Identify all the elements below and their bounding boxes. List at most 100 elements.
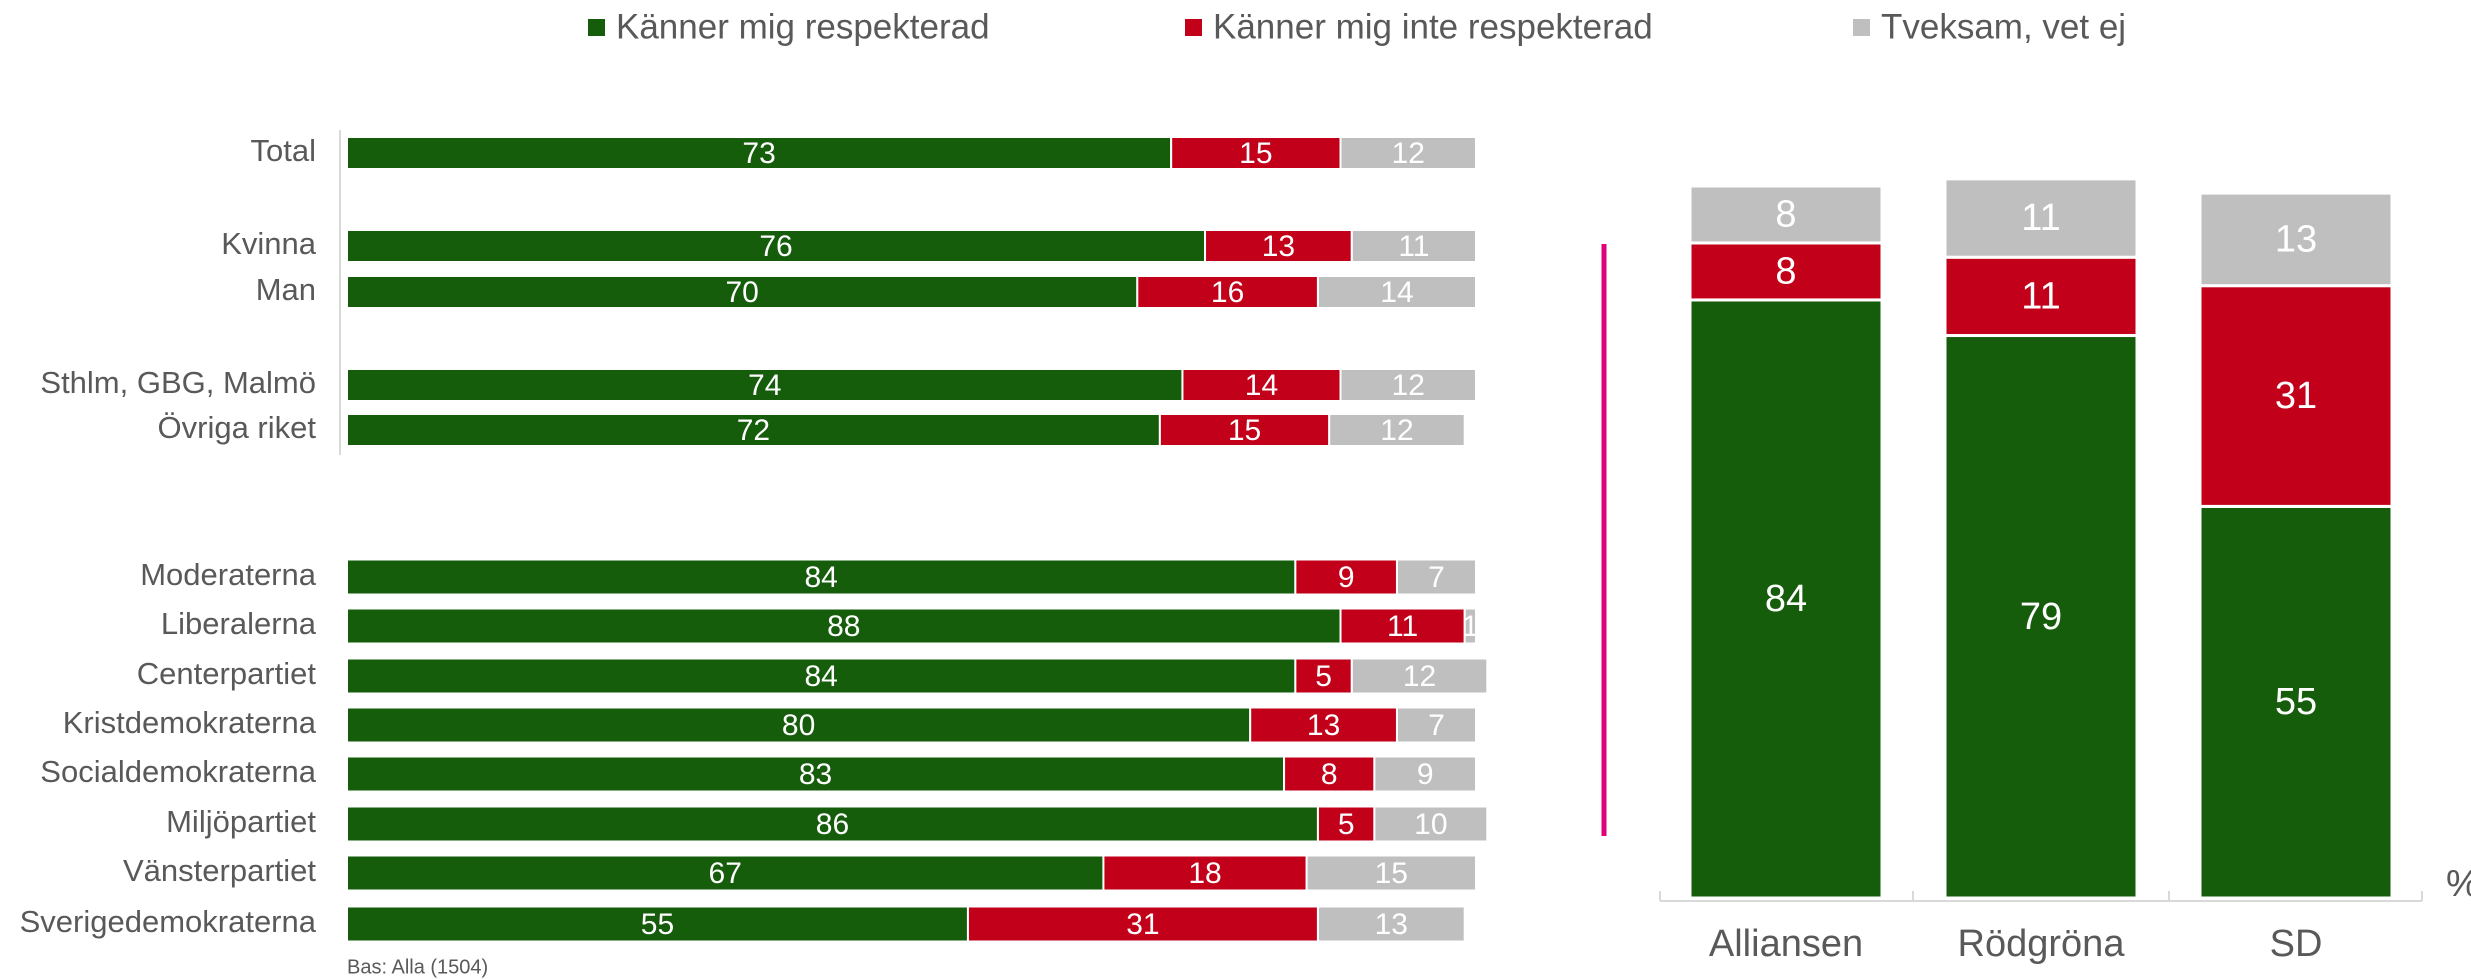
bar-segment: [2198, 504, 2394, 900]
value-label: 70: [725, 276, 758, 309]
value-label: 12: [1392, 137, 1425, 170]
legend-swatch: [1185, 19, 1202, 36]
value-label: 13: [2275, 218, 2317, 260]
value-label: 83: [799, 758, 832, 791]
value-label: 15: [1228, 414, 1261, 447]
bar-segment: [1158, 413, 1331, 447]
value-label: 8: [1775, 194, 1796, 236]
value-label: 12: [1392, 369, 1425, 402]
bar-segment: [1294, 558, 1398, 596]
value-label: 1: [1462, 610, 1479, 643]
legend-label: Känner mig inte respekterad: [1213, 7, 1653, 46]
value-label: 12: [1380, 414, 1413, 447]
category-label: Kristdemokraterna: [63, 705, 317, 740]
value-label: 11: [1398, 230, 1429, 263]
value-label: 79: [2020, 596, 2062, 638]
value-label: 15: [1239, 137, 1272, 170]
bar-segment: [1373, 755, 1478, 793]
value-label: 12: [1403, 660, 1436, 693]
category-label: Liberalerna: [161, 606, 317, 641]
category-label: Socialdemokraterna: [40, 754, 316, 789]
value-label: 55: [641, 908, 674, 941]
value-label: 11: [1387, 610, 1418, 643]
value-label: 15: [1375, 857, 1408, 890]
value-label: 18: [1188, 857, 1221, 890]
value-label: 55: [2275, 681, 2317, 723]
value-label: 84: [804, 561, 837, 594]
bar-segment: [1350, 657, 1489, 695]
legend-label: Tveksam, vet ej: [1881, 7, 2126, 46]
category-label: Kvinna: [221, 226, 317, 261]
bar-segment: [1316, 275, 1477, 309]
value-label: 8: [1775, 250, 1796, 292]
bar-segment: [1688, 184, 1884, 245]
x-tick-label: SD: [2270, 923, 2323, 965]
value-label: 76: [759, 230, 792, 263]
category-label: Total: [251, 133, 316, 168]
category-label: Moderaterna: [140, 557, 317, 592]
bar-segment: [1688, 241, 1884, 302]
value-label: 16: [1211, 276, 1244, 309]
category-label: Miljöpartiet: [166, 804, 316, 839]
bar-segment: [1316, 905, 1466, 943]
value-label: 11: [2021, 197, 2060, 239]
y-axis-label: %: [2446, 863, 2471, 905]
legend-swatch: [588, 19, 605, 36]
bar-segment: [346, 854, 1105, 892]
value-label: 9: [1338, 561, 1355, 594]
bar-segment: [1463, 607, 1477, 645]
bar-segment: [1328, 413, 1466, 447]
bar-segment: [1339, 136, 1478, 170]
bar-segment: [1688, 298, 1884, 900]
bar-segment: [346, 558, 1297, 596]
value-label: 13: [1375, 908, 1408, 941]
value-label: 10: [1414, 808, 1447, 841]
category-label: Övriga riket: [158, 410, 317, 445]
value-label: 84: [1765, 578, 1807, 620]
bar-segment: [1102, 854, 1308, 892]
bar-segment: [1305, 854, 1478, 892]
value-label: 13: [1307, 709, 1340, 742]
value-label: 31: [1126, 908, 1159, 941]
value-label: 88: [827, 610, 860, 643]
x-tick-label: Rödgröna: [1958, 923, 2126, 965]
value-label: 8: [1321, 758, 1338, 791]
bar-segment: [1170, 136, 1342, 170]
bar-segment: [1943, 255, 2139, 338]
bar-segment: [1339, 368, 1478, 402]
category-label: Centerpartiet: [137, 656, 317, 691]
x-tick-label: Alliansen: [1709, 923, 1863, 965]
bar-segment: [346, 657, 1297, 695]
bar-segment: [346, 755, 1286, 793]
bar-segment: [1181, 368, 1342, 402]
bar-segment: [1395, 558, 1477, 596]
bar-segment: [1204, 229, 1353, 263]
bar-segment: [346, 229, 1207, 263]
value-label: 72: [737, 414, 770, 447]
value-label: 73: [742, 137, 775, 170]
value-label: 13: [1262, 230, 1295, 263]
bar-segment: [1350, 229, 1478, 263]
bar-segment: [346, 607, 1342, 645]
bar-segment: [2198, 191, 2394, 288]
bar-segment: [2198, 284, 2394, 508]
value-label: 86: [816, 808, 849, 841]
value-label: 5: [1315, 660, 1332, 693]
value-label: 74: [748, 369, 781, 402]
bar-segment: [346, 905, 969, 943]
bar-segment: [346, 413, 1161, 447]
bar-segment: [1395, 706, 1477, 744]
value-label: 14: [1245, 369, 1278, 402]
bar-segment: [1373, 805, 1489, 843]
legend-label: Känner mig respekterad: [616, 7, 990, 46]
value-label: 11: [2021, 275, 2060, 317]
value-label: 7: [1428, 709, 1445, 742]
legend-swatch: [1853, 19, 1870, 36]
bar-segment: [1339, 607, 1466, 645]
category-label: Sthlm, GBG, Malmö: [40, 365, 316, 400]
value-label: 14: [1380, 276, 1413, 309]
value-label: 7: [1428, 561, 1445, 594]
bar-segment: [346, 136, 1173, 170]
